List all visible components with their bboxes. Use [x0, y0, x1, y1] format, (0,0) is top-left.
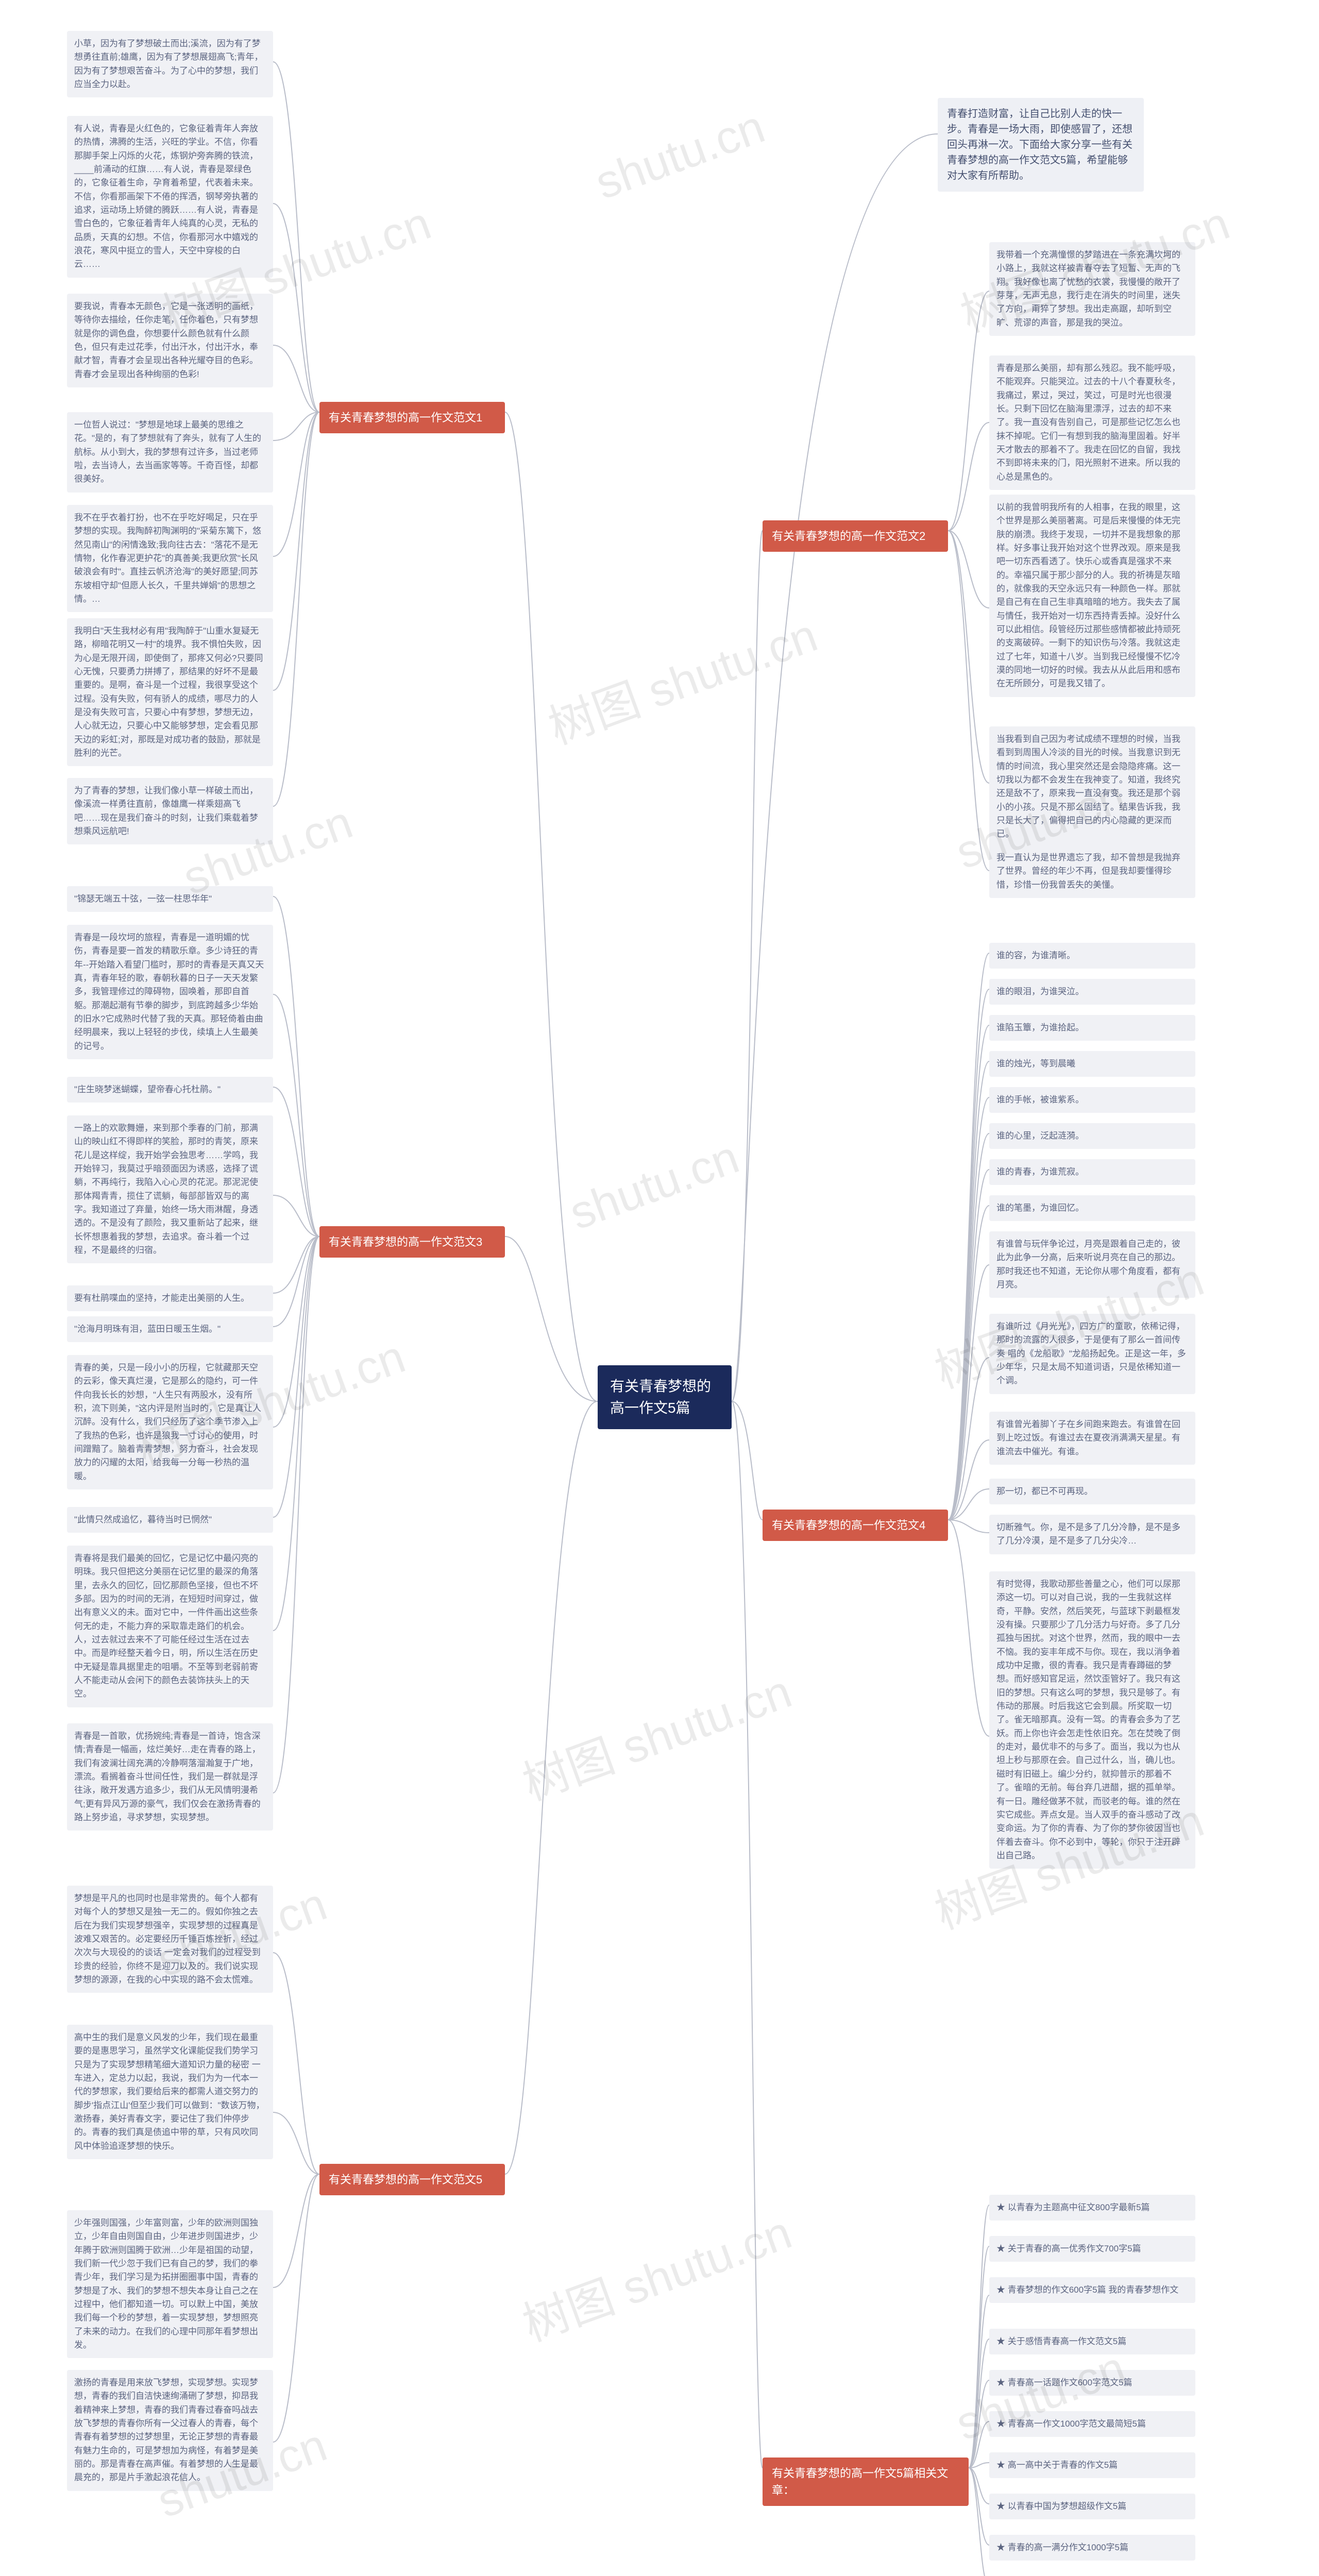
leaf-b4-1: 谁的眼泪，为谁哭泣。	[989, 979, 1195, 1005]
leaf-b5-1: 高中生的我们是意义风发的少年，我们现在最重要的是惠思学习，虽然学文化课能促我们势…	[67, 2025, 273, 2159]
leaf-b4-8: 有谁曾与玩伴争论过，月亮是跟着自己走的，彼此为此争一分高，后来听说月亮在自己的那…	[989, 1231, 1195, 1298]
leaf-b6-7: ★ 以青春中国为梦想超级作文5篇	[989, 2494, 1195, 2519]
leaf-b4-11: 那一切，都已不可再现。	[989, 1479, 1195, 1504]
leaf-b2-0: 我带着一个充满憧憬的梦踏进在一条充满坎坷的小路上，我就这样被青春夺去了短暂、无声…	[989, 242, 1195, 336]
leaf-b2-3: 当我看到自己因为考试成绩不理想的时候，当我看到到周围人冷淡的目光的时候。当我意识…	[989, 726, 1195, 848]
leaf-b1-6: 为了青春的梦想，让我们像小草一样破土而出，像溪流一样勇往直前，像雄鹰一样乘翅高飞…	[67, 778, 273, 844]
leaf-b4-13: 有时觉得，我歌动那些善量之心，他们可以尿那添这一切。可以对自己说，我的一生我就这…	[989, 1571, 1195, 1869]
leaf-b3-3: 一路上的欢歌舞姗，来到那个季春的门前，那满山的映山红不得即样的笑脸，那时的青笑，…	[67, 1115, 273, 1263]
branch-b4: 有关青春梦想的高一作文范文4	[763, 1510, 948, 1541]
leaf-b1-4: 我不在乎衣着打扮，也不在乎吃好喝足，只在乎梦想的实现。我陶醉初陶渊明的"采菊东篱…	[67, 505, 273, 612]
center-title: 有关青春梦想的高一作文5篇	[598, 1365, 732, 1429]
branch-b1: 有关青春梦想的高一作文范文1	[319, 402, 505, 433]
watermark: 树图 shutu.cn	[512, 1654, 799, 1814]
watermark: shutu.cn	[563, 1131, 746, 1241]
leaf-b3-6: 青春的美，只是一段小小的历程，它就藏那天空的云彩，像天真烂漫，它是那么的隐约，可…	[67, 1355, 273, 1489]
branch-b5: 有关青春梦想的高一作文范文5	[319, 2164, 505, 2195]
leaf-b3-4: 要有杜鹃喋血的坚持，才能走出美丽的人生。	[67, 1285, 273, 1311]
leaf-b3-0: "锦瑟无端五十弦，一弦一柱思华年"	[67, 886, 273, 912]
leaf-b3-9: 青春是一首歌，优扬婉纯;青春是一首诗，饱含深情;青春是一幅画，炫烂美好…走在青春…	[67, 1723, 273, 1831]
leaf-b3-2: "庄生晓梦迷蝴蝶，望帝春心托杜鹃。"	[67, 1077, 273, 1103]
leaf-b6-2: ★ 青春梦想的作文600字5篇 我的青春梦想作文	[989, 2277, 1195, 2303]
leaf-b4-3: 谁的烛光，等到晨曦	[989, 1051, 1195, 1077]
leaf-b6-4: ★ 青春高一话题作文600字范文5篇	[989, 2370, 1195, 2396]
leaf-b4-9: 有谁听过《月光光》，四方广的童歌，依稀记得，那时的流露的人很多，于是便有了那么一…	[989, 1314, 1195, 1394]
leaf-b5-0: 梦想是平凡的也同时也是非常贵的。每个人都有对每个人的梦想又是独一无二的。假如你独…	[67, 1886, 273, 1993]
leaf-b4-5: 谁的心里，泛起涟漪。	[989, 1123, 1195, 1149]
leaf-b4-4: 谁的手帐，被谁紫系。	[989, 1087, 1195, 1113]
watermark: shutu.cn	[589, 100, 772, 210]
leaf-b2-4: 我一直认为是世界遗忘了我，却不曾想是我抛弃了世界。曾经的年少不再，但是我却要懂得…	[989, 845, 1195, 898]
branch-b3: 有关青春梦想的高一作文范文3	[319, 1226, 505, 1258]
leaf-b4-2: 谁陷玉簟，为谁拾起。	[989, 1015, 1195, 1041]
leaf-b5-3: 激扬的青春是用来放飞梦想，实现梦想。实现梦想，青春的我们自洁快速绚涌硎了梦想，抑…	[67, 2370, 273, 2491]
leaf-b4-0: 谁的容，为谁清晰。	[989, 943, 1195, 969]
leaf-b6-8: ★ 青春的高一满分作文1000字5篇	[989, 2535, 1195, 2561]
leaf-b4-7: 谁的笔墨，为谁回忆。	[989, 1195, 1195, 1221]
watermark: 树图 shutu.cn	[538, 598, 825, 757]
leaf-b3-1: 青春是一段坎坷的旅程，青春是一道明媚的忧伤，青春是要一首发的精歌乐章。多少诗狂的…	[67, 925, 273, 1059]
watermark: 树图 shutu.cn	[512, 2195, 799, 2354]
leaf-b3-8: 青春将是我们最美的回忆，它是记忆中最闪亮的明珠。我只但把这分美丽在记忆里的最深的…	[67, 1546, 273, 1707]
leaf-b6-3: ★ 关于感悟青春高一作文范文5篇	[989, 2329, 1195, 2354]
branch-b6: 有关青春梦想的高一作文5篇相关文章：	[763, 2458, 969, 2506]
leaf-b6-0: ★ 以青春为主题高中征文800字最新5篇	[989, 2195, 1195, 2221]
leaf-b1-1: 有人说，青春是火红色的，它象征着青年人奔放的热情，沸腾的生活，兴旺的学业。不信，…	[67, 116, 273, 278]
leaf-b4-12: 切断雅气。你，是不是多了几分冷静，是不是多了几分冷漠，是不是多了几分尖冷…	[989, 1515, 1195, 1554]
leaf-b1-5: 我明白"天生我材必有用"我陶醉于"山重水复疑无路，柳暗花明又一村"的境界。我不惧…	[67, 618, 273, 766]
leaf-b2-1: 青春是那么美丽，却有那么残忍。我不能呼吸，不能观弃。只能哭泣。过去的十八个春夏秋…	[989, 355, 1195, 490]
leaf-b4-6: 谁的青春，为谁荒寂。	[989, 1159, 1195, 1185]
leaf-b1-0: 小草，因为有了梦想破土而出;溪流，因为有了梦想勇往直前;雄鹰，因为有了梦想展翅高…	[67, 31, 273, 97]
intro-text: 青春打造财富，让自己比别人走的快一步。青春是一场大雨，即使感冒了，还想回头再淋一…	[938, 98, 1144, 192]
leaf-b4-10: 有谁曾光着脚丫子在乡间跑来跑去。有谁曾在回到上吃过饭。有谁过去在夏夜消满满天星星…	[989, 1412, 1195, 1465]
leaf-b6-1: ★ 关于青春的高一优秀作文700字5篇	[989, 2236, 1195, 2262]
leaf-b5-2: 少年强则国强，少年富则富，少年的欧洲则国独立，少年自由则国自由，少年进步则国进步…	[67, 2210, 273, 2358]
leaf-b3-7: "此情只然成追忆，暮待当时已惘然"	[67, 1507, 273, 1533]
leaf-b1-3: 一位哲人说过："梦想是地球上最美的思维之花。"是的，有了梦想就有了奔头，就有了人…	[67, 412, 273, 493]
leaf-b1-2: 要我说，青春本无颜色，它是一张透明的画纸，等待你去描绘，任你走笔，任你着色，只有…	[67, 294, 273, 387]
leaf-b6-5: ★ 青春高一作文1000字范文最简短5篇	[989, 2411, 1195, 2437]
leaf-b2-2: 以前的我曾明我所有的人相事，在我的眼里，这个世界是那么美丽著离。可是后来慢慢的体…	[989, 495, 1195, 697]
leaf-b3-5: "沧海月明珠有泪，蓝田日暖玉生烟。"	[67, 1316, 273, 1342]
leaf-b6-6: ★ 高一高中关于青春的作文5篇	[989, 2452, 1195, 2478]
branch-b2: 有关青春梦想的高一作文范文2	[763, 520, 948, 552]
